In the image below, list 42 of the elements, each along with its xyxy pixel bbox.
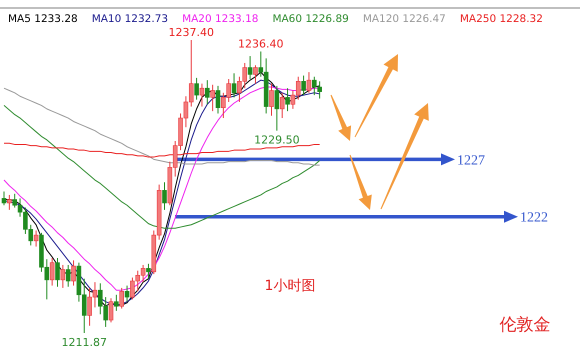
text: MA120 1226.47 xyxy=(362,13,446,25)
candlestick xyxy=(274,85,280,132)
candlestick xyxy=(285,88,290,112)
text: MA60 1226.89 xyxy=(272,13,349,25)
text: MA20 1233.18 xyxy=(182,13,258,25)
candlestick xyxy=(269,83,274,116)
candlestick xyxy=(248,56,252,80)
annotation: 1211.87 xyxy=(62,336,107,349)
candlestick xyxy=(2,190,6,206)
candlestick xyxy=(124,285,130,302)
candlestick xyxy=(216,85,220,114)
candlestick xyxy=(301,75,306,96)
text: MA10 1232.73 xyxy=(92,13,168,25)
candlestick xyxy=(66,264,70,288)
candlestick xyxy=(34,230,38,248)
candlestick xyxy=(146,263,151,280)
candlestick xyxy=(205,80,210,105)
candlestick xyxy=(7,194,12,210)
candlestick xyxy=(210,84,215,112)
candlestick xyxy=(280,92,284,119)
annotation: 1237.40 xyxy=(168,26,214,39)
text: MA250 1228.32 xyxy=(460,13,543,25)
candlestick xyxy=(200,83,204,108)
annotation: 1229.50 xyxy=(254,134,300,147)
candlestick xyxy=(55,258,60,288)
text: 伦敦金 xyxy=(500,315,550,335)
candlestick xyxy=(232,72,236,98)
candlestick xyxy=(108,298,114,323)
text: MA5 1233.28 xyxy=(8,13,78,25)
annotation: 1236.40 xyxy=(238,37,284,50)
candlestick xyxy=(50,258,54,286)
ref-line-label: 1227 xyxy=(457,153,485,168)
candlestick xyxy=(194,77,199,100)
ref-line-label: 1222 xyxy=(520,210,548,226)
candlestick xyxy=(162,182,167,210)
candlestick xyxy=(114,294,119,312)
candlestick xyxy=(60,264,66,288)
candlestick xyxy=(71,260,76,286)
candlestick xyxy=(119,287,124,310)
annotation: 1小时图 xyxy=(264,278,316,294)
candlestick xyxy=(253,64,258,84)
candlestick xyxy=(306,72,312,94)
